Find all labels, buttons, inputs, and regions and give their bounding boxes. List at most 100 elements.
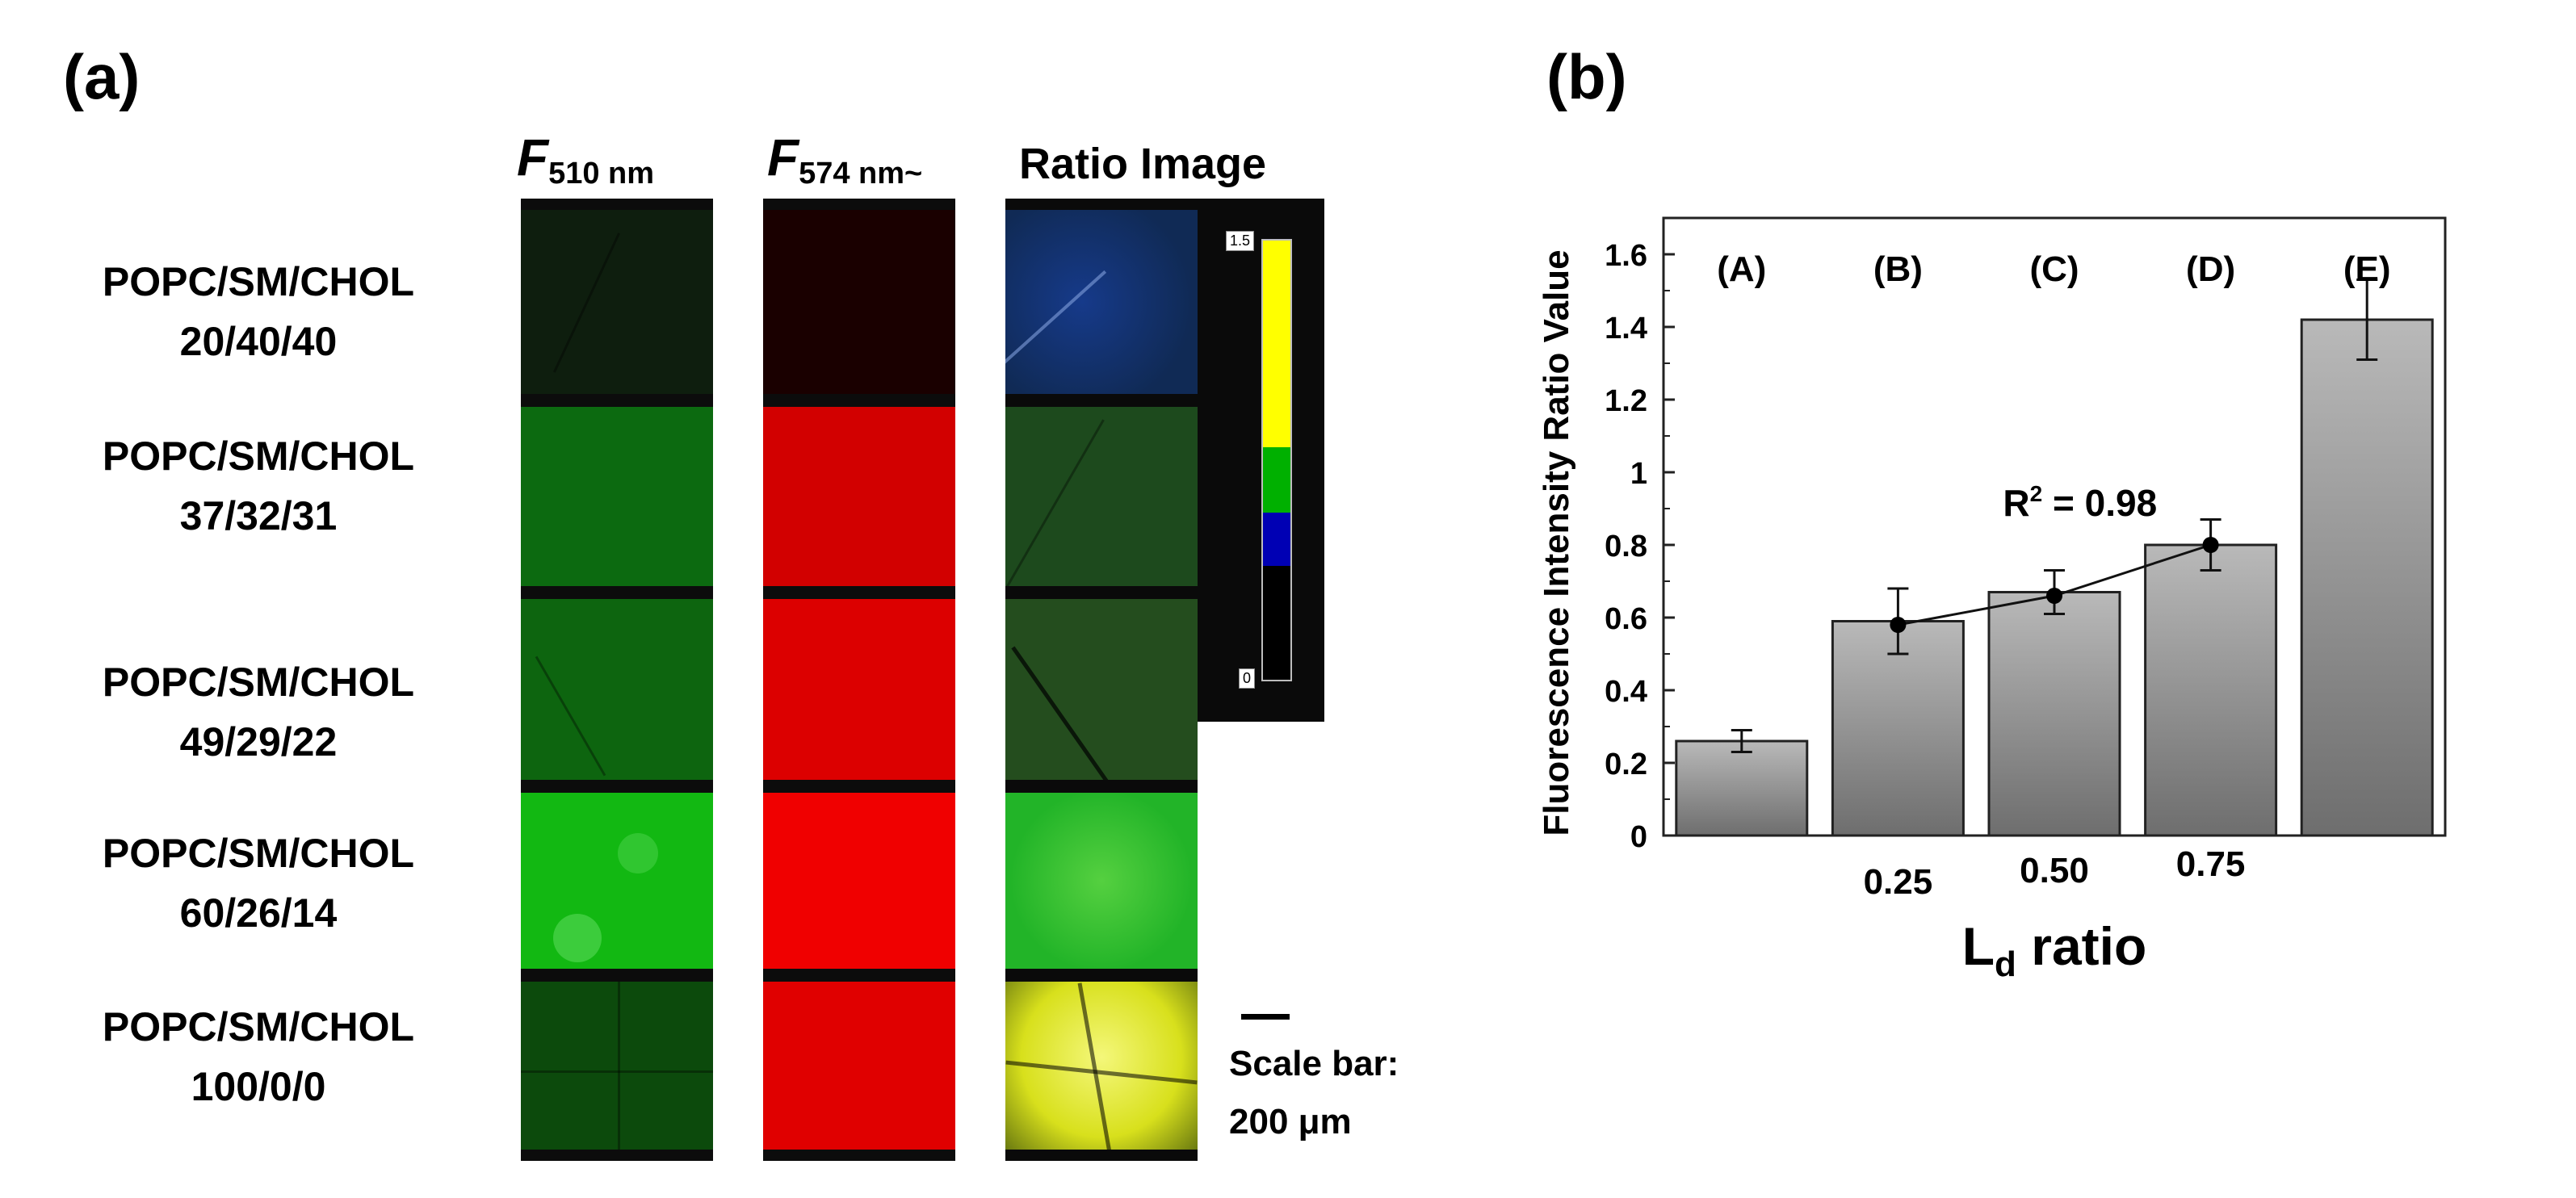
r-squared-annotation: R2 = 0.98 [2003, 481, 2157, 524]
tile-green-1 [521, 199, 713, 405]
tile-green-2 [521, 396, 713, 597]
tile-ratio-5 [1005, 970, 1198, 1161]
row-5-name: POPC/SM/CHOL [102, 1004, 415, 1049]
colorbar-max-label: 1.5 [1226, 231, 1255, 251]
tile-red-3-fill [763, 599, 955, 780]
r-squared-main: R [2003, 482, 2029, 524]
tile-red-2-fill [763, 407, 955, 586]
panel-b-label: (b) [1546, 41, 1627, 112]
colorbar-band-yellow [1263, 241, 1290, 447]
colorbar-band-green [1263, 446, 1290, 513]
col-header-f510: F510 nm [517, 128, 654, 191]
y-tick-label-5: 1 [1630, 457, 1647, 491]
tile-green-5 [521, 970, 713, 1161]
col-header-ratio: Ratio Image [1019, 140, 1267, 188]
tile-red-2 [763, 396, 955, 597]
colorbar-band-black [1263, 565, 1290, 680]
x-axis-label-sub: d [1995, 945, 2016, 984]
category-label-5: (E) [2343, 249, 2391, 289]
bar-a [1675, 739, 1809, 837]
row-4-name: POPC/SM/CHOL [102, 831, 415, 876]
tile-red-1-fill [763, 210, 955, 394]
x-tick-label-3: 0.50 [2020, 851, 2089, 890]
x-tick-label-2: 0.25 [1864, 862, 1933, 902]
scale-bar-line1: Scale bar: [1229, 1044, 1399, 1083]
fit-point-3 [2202, 537, 2219, 553]
y-tick-label-6: 1.2 [1605, 384, 1647, 418]
colorbar [1261, 239, 1292, 681]
tile-ratio-1-fill [1005, 210, 1198, 394]
fit-point-2 [2046, 588, 2062, 604]
row-2-name: POPC/SM/CHOL [102, 434, 415, 479]
bar-c [1987, 591, 2121, 837]
f510-main: F [517, 128, 549, 186]
tile-red-5-fill [763, 982, 955, 1150]
row-label-3: POPC/SM/CHOL 49/29/22 [48, 652, 468, 772]
tile-red-5 [763, 970, 955, 1161]
row-3-name: POPC/SM/CHOL [102, 660, 415, 705]
y-axis-label: Fluorescence Intensity Ratio Value [1537, 249, 1576, 836]
scale-bar-line2: 200 μm [1229, 1102, 1352, 1141]
scale-bar-label: Scale bar: 200 μm [1229, 1035, 1399, 1151]
tile-red-1 [763, 199, 955, 405]
tile-ratio-2-fill [1005, 407, 1198, 586]
tile-ratio-3 [1005, 588, 1198, 791]
y-tick-label-0: 0 [1630, 820, 1647, 854]
r-squared-sup: 2 [2030, 481, 2043, 506]
row-label-1: POPC/SM/CHOL 20/40/40 [48, 252, 468, 371]
row-4-ratio: 60/26/14 [179, 890, 338, 936]
tile-red-4-fill [763, 793, 955, 969]
f574-sub: 574 nm~ [799, 157, 923, 191]
row-label-5: POPC/SM/CHOL 100/0/0 [48, 997, 468, 1116]
x-axis-label-main: L [1962, 916, 1995, 976]
x-axis-label-rest: ratio [2016, 916, 2146, 976]
row-label-2: POPC/SM/CHOL 37/32/31 [48, 426, 468, 546]
tile-green-2-fill [521, 407, 713, 586]
fit-point-1 [1890, 617, 1907, 633]
row-1-ratio: 20/40/40 [179, 319, 338, 364]
tile-ratio-1 [1005, 199, 1198, 405]
colorbar-band-blue [1263, 513, 1290, 566]
col-header-f574: F574 nm~ [767, 128, 922, 191]
y-tick-label-2: 0.4 [1605, 675, 1647, 709]
scale-bar-line [1241, 1014, 1290, 1020]
bar-e [2300, 318, 2434, 837]
category-label-2: (B) [1873, 249, 1923, 289]
row-label-4: POPC/SM/CHOL 60/26/14 [48, 823, 468, 943]
y-tick-label-8: 1.6 [1605, 239, 1647, 273]
tile-ratio-2 [1005, 396, 1198, 597]
category-label-4: (D) [2186, 249, 2235, 289]
category-label-1: (A) [1717, 249, 1766, 289]
tile-green-1-fill [521, 210, 713, 394]
y-tick-label-7: 1.4 [1605, 312, 1647, 346]
row-3-ratio: 49/29/22 [179, 719, 338, 764]
tile-ratio-4-fill [1005, 793, 1198, 969]
bar-chart: 0 0.2 0.4 0.6 0.8 1 1.2 1.4 1.6 (A) (B) (C) (D) (E) 0.… [1537, 216, 2447, 984]
y-tick-label-3: 0.6 [1605, 602, 1647, 636]
tile-green-3 [521, 588, 713, 791]
tile-red-3 [763, 588, 955, 791]
bar-b [1831, 620, 1965, 837]
y-tick-label-1: 0.2 [1605, 748, 1647, 781]
tile-green-4 [521, 781, 713, 980]
x-axis-label: Ld ratio [1962, 916, 2147, 984]
category-label-3: (C) [2029, 249, 2079, 289]
tile-green-3-fill [521, 599, 713, 780]
tile-ratio-4 [1005, 781, 1198, 980]
row-2-ratio: 37/32/31 [179, 493, 338, 538]
colorbar-min-label: 0 [1239, 668, 1256, 689]
r-squared-rest: = 0.98 [2042, 482, 2157, 524]
f510-sub: 510 nm [548, 157, 655, 191]
panel-a-label: (a) [63, 41, 141, 112]
row-1-name: POPC/SM/CHOL [102, 259, 415, 304]
x-tick-label-4: 0.75 [2176, 844, 2246, 884]
bar-d [2144, 543, 2278, 837]
plot-frame [1662, 216, 2447, 837]
tile-red-4 [763, 781, 955, 980]
f574-main: F [767, 128, 799, 186]
row-5-ratio: 100/0/0 [191, 1064, 326, 1109]
tile-green-4-fill [521, 793, 713, 969]
tile-ratio-3-fill [1005, 599, 1198, 780]
tile-green-5-fill [521, 982, 713, 1150]
y-tick-label-4: 0.8 [1605, 530, 1647, 563]
